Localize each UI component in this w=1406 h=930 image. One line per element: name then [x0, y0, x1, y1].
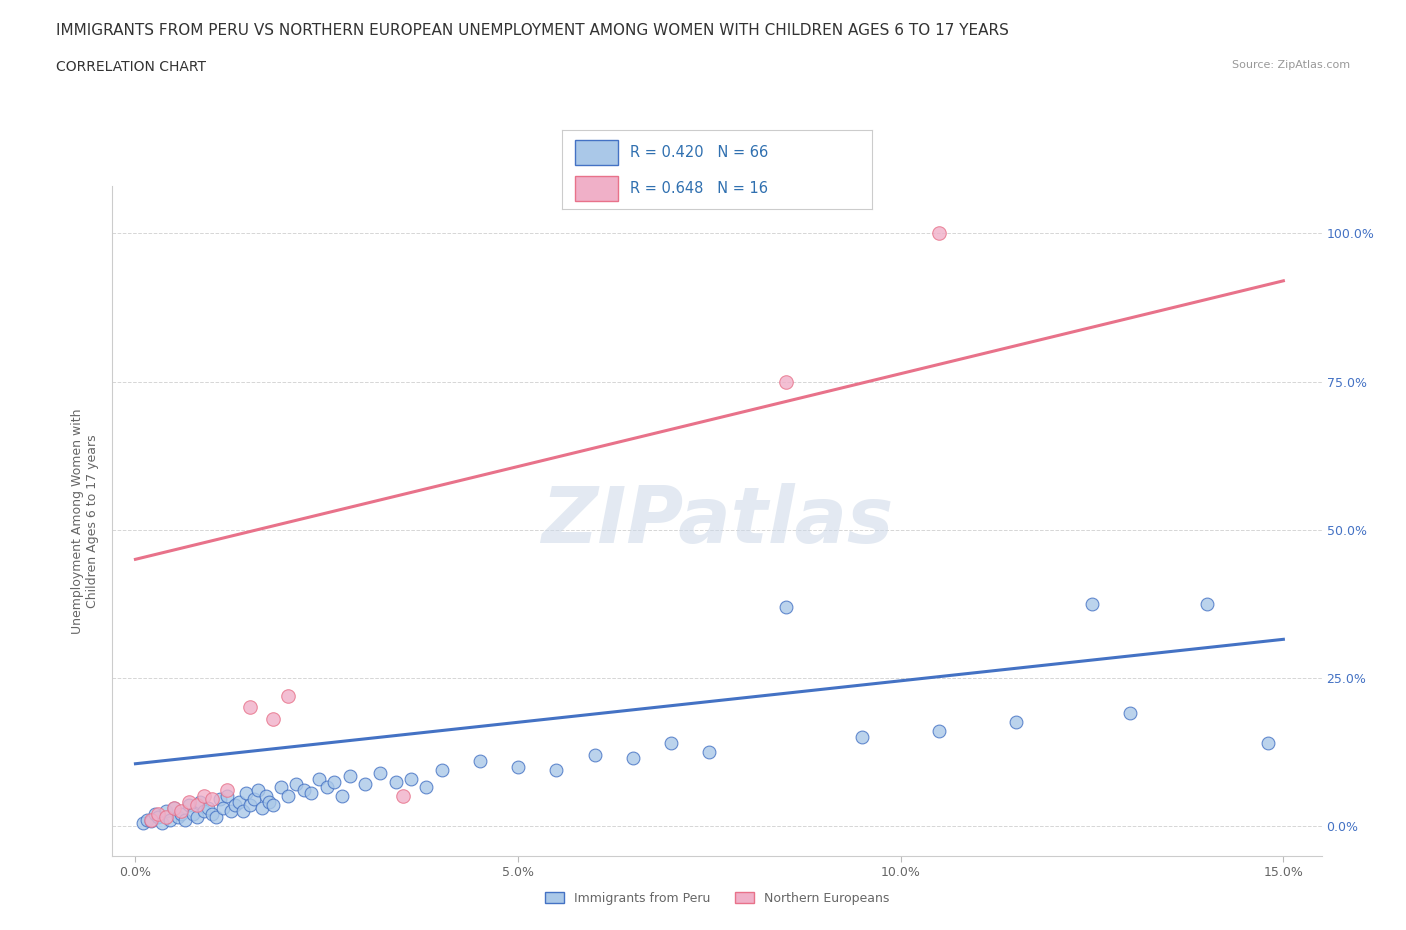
Point	[277, 688, 299, 703]
Point	[546, 763, 568, 777]
Point	[270, 780, 292, 795]
Point	[170, 806, 193, 821]
Point	[301, 786, 323, 801]
Text: R = 0.648   N = 16: R = 0.648 N = 16	[630, 181, 769, 196]
Point	[135, 813, 157, 828]
Point	[235, 786, 257, 801]
Point	[239, 700, 262, 715]
Point	[339, 768, 361, 783]
Point	[228, 795, 250, 810]
Point	[330, 789, 353, 804]
Point	[163, 801, 186, 816]
Point	[159, 813, 181, 828]
Point	[308, 771, 330, 786]
Point	[292, 783, 315, 798]
Point	[177, 798, 200, 813]
FancyBboxPatch shape	[575, 140, 619, 165]
Point	[1004, 715, 1026, 730]
Point	[851, 730, 873, 745]
Point	[1195, 596, 1218, 611]
Text: IMMIGRANTS FROM PERU VS NORTHERN EUROPEAN UNEMPLOYMENT AMONG WOMEN WITH CHILDREN: IMMIGRANTS FROM PERU VS NORTHERN EUROPEA…	[56, 23, 1010, 38]
Point	[699, 744, 721, 759]
Point	[468, 753, 491, 768]
Point	[250, 801, 273, 816]
Point	[370, 765, 392, 780]
Point	[148, 806, 170, 821]
Point	[150, 816, 173, 830]
Point	[399, 771, 422, 786]
Point	[190, 795, 212, 810]
Point	[506, 759, 529, 774]
Point	[174, 813, 197, 828]
Point	[583, 748, 606, 763]
Text: CORRELATION CHART: CORRELATION CHART	[56, 60, 207, 74]
Point	[659, 736, 682, 751]
Point	[132, 816, 155, 830]
Point	[384, 774, 406, 789]
Point	[177, 795, 200, 810]
Point	[254, 789, 277, 804]
Point	[621, 751, 644, 765]
Text: R = 0.420   N = 66: R = 0.420 N = 66	[630, 145, 769, 160]
Point	[259, 795, 281, 810]
Point	[217, 789, 239, 804]
Point	[208, 791, 231, 806]
Point	[201, 791, 224, 806]
Point	[139, 814, 162, 829]
Point	[928, 724, 950, 738]
Point	[212, 801, 235, 816]
Point	[193, 804, 215, 818]
Point	[262, 711, 284, 726]
Point	[193, 789, 215, 804]
Point	[262, 798, 284, 813]
Text: Source: ZipAtlas.com: Source: ZipAtlas.com	[1232, 60, 1350, 71]
Point	[204, 810, 226, 825]
Point	[186, 810, 208, 825]
Point	[217, 783, 239, 798]
Point	[1119, 706, 1142, 721]
Point	[201, 806, 224, 821]
Point	[323, 774, 346, 789]
Point	[155, 804, 177, 818]
Point	[148, 810, 170, 825]
FancyBboxPatch shape	[575, 176, 619, 202]
Point	[239, 798, 262, 813]
Text: ZIPatlas: ZIPatlas	[541, 483, 893, 559]
Point	[163, 801, 186, 816]
Point	[246, 783, 269, 798]
Point	[197, 801, 219, 816]
Legend: Immigrants from Peru, Northern Europeans: Immigrants from Peru, Northern Europeans	[540, 886, 894, 910]
Point	[219, 804, 242, 818]
Point	[143, 806, 166, 821]
Point	[392, 789, 415, 804]
Point	[224, 798, 246, 813]
Y-axis label: Unemployment Among Women with
Children Ages 6 to 17 years: Unemployment Among Women with Children A…	[72, 408, 100, 633]
Point	[243, 791, 266, 806]
Point	[181, 806, 204, 821]
Point	[928, 226, 950, 241]
Point	[775, 374, 797, 389]
Point	[155, 810, 177, 825]
Point	[170, 804, 193, 818]
Point	[775, 599, 797, 614]
Point	[166, 810, 188, 825]
Point	[232, 804, 254, 818]
Point	[315, 780, 337, 795]
Point	[285, 777, 308, 792]
Point	[415, 780, 437, 795]
Point	[186, 798, 208, 813]
Point	[277, 789, 299, 804]
Point	[1257, 736, 1279, 751]
Point	[139, 813, 162, 828]
Point	[354, 777, 377, 792]
Point	[1081, 596, 1104, 611]
Point	[430, 763, 453, 777]
